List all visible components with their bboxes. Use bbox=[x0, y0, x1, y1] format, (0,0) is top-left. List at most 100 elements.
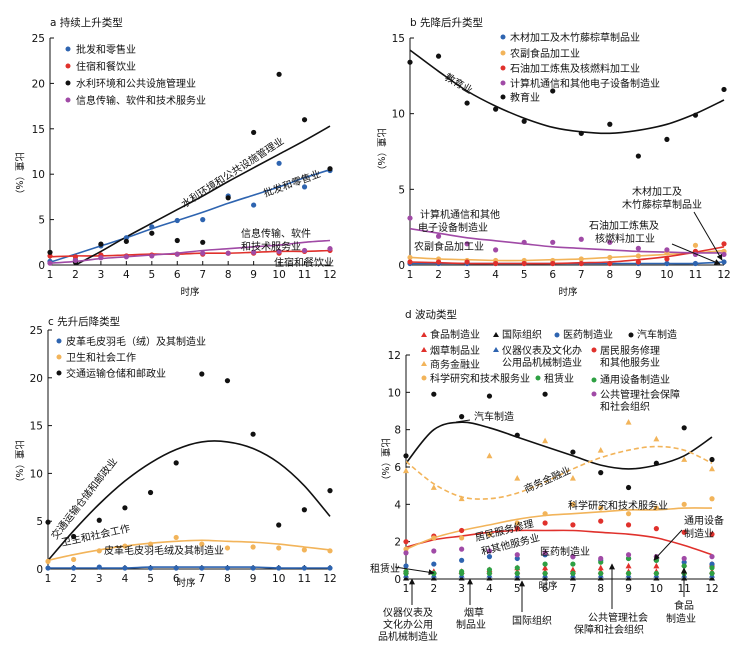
panel-a-legend: 批发和零售业 住宿和餐饮业 水利环境和公共设施管理业 信息传输、软件和技术服务业 bbox=[65, 43, 206, 107]
point-d-6-8 bbox=[625, 522, 632, 528]
annot-b-arrow-1 bbox=[671, 243, 721, 265]
annot-d-10: 文化办公用 bbox=[383, 618, 433, 631]
point-d-9-10 bbox=[681, 501, 687, 507]
annot-a-2: 信息传输、软件 bbox=[241, 227, 311, 240]
annot-b-arrow-0 bbox=[693, 211, 723, 261]
y-tick-label-b-2: 10 bbox=[392, 109, 405, 121]
point-b-3-0 bbox=[407, 215, 413, 221]
point-b-3-11 bbox=[721, 251, 727, 258]
point-c-1-10 bbox=[301, 547, 307, 553]
point-b-0-9 bbox=[664, 260, 670, 267]
annot-d-18: 制造业 bbox=[666, 612, 696, 625]
point-b-4-6 bbox=[578, 130, 584, 136]
point-d-10-4 bbox=[514, 570, 520, 577]
point-d-0-5 bbox=[542, 564, 549, 571]
y-tick-label-d-4: 8 bbox=[394, 425, 401, 437]
point-d-3-3 bbox=[486, 393, 493, 399]
point-a-3-1 bbox=[72, 257, 79, 264]
point-c-2-0 bbox=[45, 519, 51, 525]
point-d-9-0 bbox=[403, 546, 409, 552]
point-b-4-2 bbox=[464, 100, 470, 106]
point-d-8-11 bbox=[709, 565, 715, 571]
annot-d-leader-0 bbox=[455, 419, 471, 423]
legend-b-marker-4 bbox=[500, 94, 506, 100]
point-d-9-4 bbox=[514, 520, 520, 526]
y-tick-label-c-1: 5 bbox=[36, 516, 43, 528]
point-d-2-10 bbox=[681, 559, 687, 565]
point-d-11-11 bbox=[709, 554, 715, 560]
point-b-2-6 bbox=[578, 260, 584, 267]
point-a-0-10 bbox=[301, 184, 308, 190]
x-tick-label-d-8: 9 bbox=[625, 583, 632, 595]
point-d-7-1 bbox=[430, 484, 437, 490]
point-c-2-8 bbox=[250, 431, 256, 437]
point-a-2-10 bbox=[301, 117, 308, 123]
point-c-0-8 bbox=[250, 565, 256, 571]
point-d-3-8 bbox=[625, 484, 632, 491]
point-a-2-2 bbox=[98, 241, 104, 247]
point-d-2-11 bbox=[709, 561, 715, 567]
annot-d-arrow-0 bbox=[394, 566, 435, 576]
annot-c-2: 皮革毛皮羽毛绒及其制造业 bbox=[104, 544, 224, 557]
trend-d-7 bbox=[406, 445, 713, 500]
point-c-0-9 bbox=[276, 565, 282, 571]
point-d-9-1 bbox=[431, 535, 437, 541]
x-tick-label-d-0: 1 bbox=[403, 583, 410, 595]
point-b-1-0 bbox=[407, 254, 413, 261]
point-a-0-4 bbox=[149, 224, 155, 230]
trend-d-9 bbox=[406, 507, 713, 550]
legend-d-label-11b: 和社会组织 bbox=[600, 400, 650, 413]
point-a-3-9 bbox=[276, 248, 282, 254]
x-tick-label-a-9: 10 bbox=[272, 269, 285, 281]
legend-b-label-3: 计算机通信和其他电子设备制造业 bbox=[510, 77, 660, 90]
legend-c-label-2: 交通运输仓储和邮政业 bbox=[66, 367, 166, 380]
legend-d-marker-2 bbox=[554, 332, 560, 338]
x-tick-label-d-6: 7 bbox=[570, 583, 577, 595]
legend-b-label-0: 木材加工及木竹藤棕草制品业 bbox=[510, 31, 640, 44]
point-b-3-5 bbox=[550, 239, 556, 245]
point-c-0-7 bbox=[224, 565, 231, 571]
point-d-11-3 bbox=[486, 548, 493, 554]
point-c-1-9 bbox=[276, 545, 282, 551]
point-d-3-10 bbox=[681, 425, 687, 431]
x-tick-label-c-3: 4 bbox=[122, 573, 129, 585]
annot-b-0: 教育业 bbox=[443, 70, 475, 96]
point-d-11-4 bbox=[514, 552, 520, 558]
point-b-4-7 bbox=[607, 121, 613, 127]
x-tick-label-c-6: 7 bbox=[198, 573, 205, 585]
point-a-0-3 bbox=[123, 235, 129, 241]
point-d-6-7 bbox=[598, 518, 604, 524]
point-d-7-8 bbox=[625, 419, 632, 425]
legend-a-label-1: 住宿和餐饮业 bbox=[76, 60, 136, 73]
trend-c-0 bbox=[48, 566, 330, 569]
point-d-7-4 bbox=[514, 475, 521, 481]
point-d-3-11 bbox=[709, 456, 715, 463]
point-a-3-0 bbox=[47, 260, 53, 266]
panel-a-points bbox=[47, 71, 333, 266]
y-tick-label-b-1: 5 bbox=[398, 184, 405, 196]
point-b-4-9 bbox=[664, 136, 670, 142]
point-a-0-5 bbox=[174, 217, 180, 224]
x-tick-label-d-9: 10 bbox=[650, 583, 663, 595]
legend-d-marker-1 bbox=[493, 332, 499, 337]
y-tick-label-c-5: 25 bbox=[30, 325, 43, 337]
point-d-2-0 bbox=[403, 563, 409, 569]
panel-c-points bbox=[45, 371, 333, 571]
x-tick-label-a-11: 12 bbox=[323, 269, 336, 281]
point-d-9-8 bbox=[625, 511, 632, 517]
y-tick-label-d-3: 6 bbox=[394, 462, 401, 474]
point-d-10-7 bbox=[598, 570, 604, 577]
x-tick-label-a-3: 4 bbox=[123, 269, 130, 281]
y-tick-label-c-3: 15 bbox=[30, 421, 43, 433]
y-tick-label-c-0: 0 bbox=[36, 564, 43, 576]
legend-d-label-0: 食品制造业 bbox=[430, 328, 480, 341]
x-tick-label-b-11: 12 bbox=[717, 269, 730, 281]
y-tick-label-d-0: 0 bbox=[394, 574, 401, 586]
x-tick-label-c-7: 8 bbox=[224, 573, 231, 585]
point-c-0-3 bbox=[122, 565, 128, 571]
y-tick-label-a-2: 10 bbox=[32, 169, 45, 181]
x-tick-label-c-11: 12 bbox=[323, 573, 336, 585]
annot-b-7: 核燃料加工业 bbox=[595, 232, 655, 245]
point-b-2-0 bbox=[407, 259, 413, 265]
point-c-2-2 bbox=[96, 517, 102, 523]
